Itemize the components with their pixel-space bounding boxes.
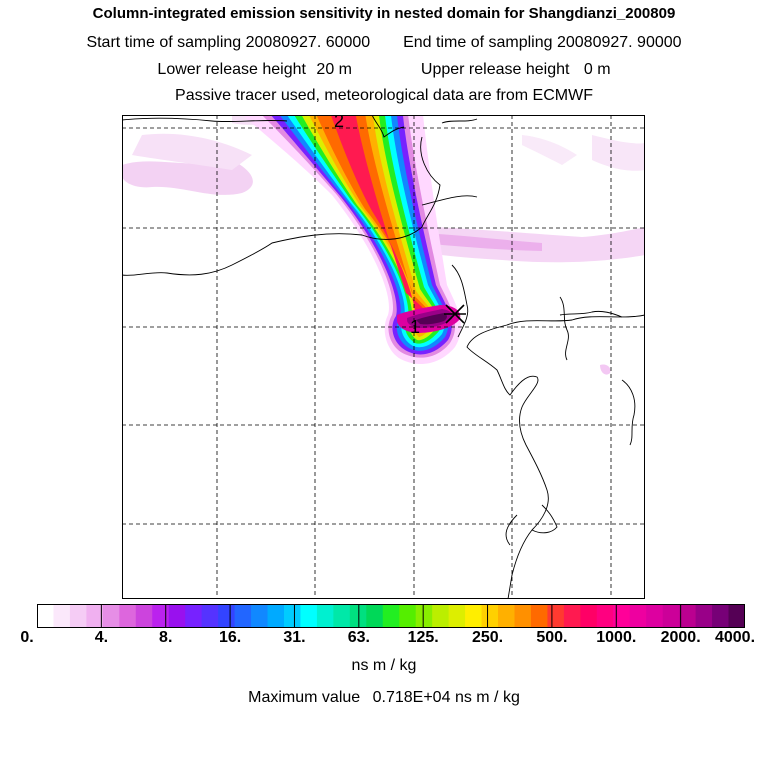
colorbar-swatch <box>185 604 203 628</box>
sampling-start-value: 20080927. 60000 <box>245 34 371 51</box>
colorbar-dividers <box>100 604 682 628</box>
tracer-note: Passive tracer used, meteorological data… <box>175 87 593 104</box>
colorbar-swatch <box>234 604 252 628</box>
colorbar-tick-label: 31. <box>283 629 306 646</box>
sampling-end-label: End time of sampling <box>403 34 553 51</box>
sampling-end-value: 20080927. 90000 <box>556 34 682 51</box>
colorbar-swatch <box>201 604 219 628</box>
emission-plume <box>242 115 461 364</box>
sampling-start-label: Start time of sampling <box>86 34 242 51</box>
colorbar-swatch <box>69 604 87 628</box>
coastlines <box>122 115 645 599</box>
colorbar-swatch <box>267 604 285 628</box>
max-value-units: ns m / kg <box>454 689 520 706</box>
colorbar-swatch <box>662 604 680 628</box>
lower-release-value: 20 m <box>316 61 352 78</box>
colorbar-tick-label: 4000. <box>714 629 756 646</box>
upper-release-label: Upper release height <box>420 61 570 78</box>
colorbar-swatch <box>712 604 730 628</box>
colorbar-swatch <box>135 604 153 628</box>
colorbar-swatch <box>432 604 450 628</box>
colorbar-tick-label: 16. <box>218 629 242 646</box>
lat-lon-grid <box>122 115 645 599</box>
colorbar-swatch <box>218 604 236 628</box>
colorbar-tick-label: 63. <box>347 629 370 646</box>
colorbar-swatch <box>514 604 532 628</box>
colorbar-tick-label: 125. <box>407 629 439 646</box>
plume-point-2-label: 2 <box>334 115 344 131</box>
colorbar-tick-label: 1000. <box>596 629 637 646</box>
colorbar-swatch <box>547 604 565 628</box>
colorbar-swatch <box>382 604 400 628</box>
colorbar-swatch <box>580 604 598 628</box>
lower-release-label: Lower release height <box>157 61 306 78</box>
sensitivity-map: 1 2 <box>122 115 645 599</box>
colorbar-swatch <box>563 604 581 628</box>
max-value: 0.718E+04 <box>372 689 451 706</box>
colorbar-swatch <box>613 604 631 628</box>
colorbar <box>37 604 745 628</box>
colorbar-swatch <box>415 604 433 628</box>
colorbar-swatch <box>283 604 302 628</box>
colorbar-tick-label: 500. <box>536 629 568 646</box>
colorbar-swatch <box>481 604 499 628</box>
colorbar-swatch <box>53 604 71 628</box>
colorbar-swatch <box>695 604 713 628</box>
colorbar-swatch <box>728 604 745 628</box>
colorbar-units: ns m / kg <box>351 657 417 674</box>
colorbar-swatch <box>300 604 318 628</box>
colorbar-swatch <box>168 604 186 628</box>
release-heights: Lower release height 20 m Upper release … <box>0 60 768 80</box>
colorbar-swatch <box>333 604 351 628</box>
colorbar-swatch <box>251 604 269 628</box>
colorbar-swatch <box>596 604 614 628</box>
colorbar-swatch <box>498 604 516 628</box>
colorbar-tick-label: 8. <box>159 629 173 646</box>
colorbar-tick-label: 0. <box>20 629 34 646</box>
colorbar-swatch <box>152 604 170 628</box>
colorbar-swatch <box>646 604 664 628</box>
sampling-times: Start time of sampling 20080927. 60000 E… <box>0 33 768 53</box>
plume-point-1-label: 1 <box>410 317 420 337</box>
colorbar-swatch <box>366 604 384 628</box>
colorbar-tick-label: 4. <box>94 629 109 646</box>
colorbar-swatch <box>679 604 697 628</box>
colorbar-swatch <box>465 604 483 628</box>
colorbar-swatch <box>37 604 55 628</box>
upper-release-value: 0 m <box>583 61 611 78</box>
receptor-x-marker <box>444 304 466 324</box>
colorbar-swatch <box>399 604 417 628</box>
colorbar-swatch <box>530 604 549 628</box>
max-value-label: Maximum value <box>248 689 361 706</box>
colorbar-tick-label: 250. <box>471 629 504 646</box>
colorbar-swatch <box>119 604 137 628</box>
colorbar-swatch <box>316 604 334 628</box>
plot-title: Column-integrated emission sensitivity i… <box>92 5 676 22</box>
colorbar-swatch <box>448 604 466 628</box>
colorbar-swatch <box>86 604 104 628</box>
colorbar-tick-label: 2000. <box>660 629 701 646</box>
colorbar-frame <box>37 604 745 628</box>
maximum-value-line: Maximum value 0.718E+04 ns m / kg <box>0 688 768 708</box>
colorbar-swatch <box>102 604 120 628</box>
colorbar-swatch <box>629 604 647 628</box>
colorbar-swatches <box>37 604 745 628</box>
map-frame <box>122 115 645 599</box>
